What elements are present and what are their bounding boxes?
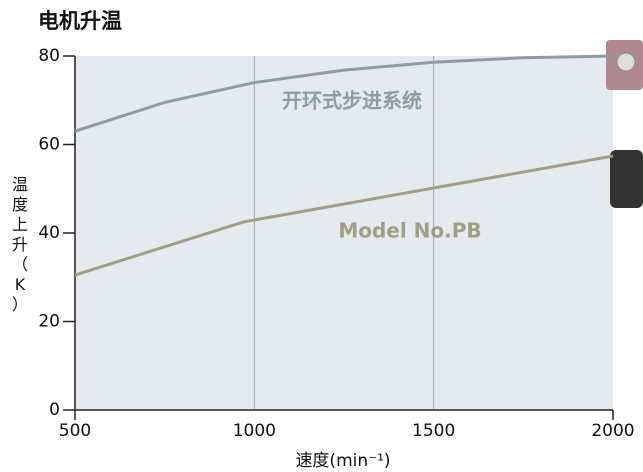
motor-images <box>606 40 643 208</box>
y-axis-label-char: 温 <box>12 175 28 194</box>
x-tick-label: 2000 <box>591 421 634 441</box>
x-tick-label: 1000 <box>233 421 276 441</box>
y-axis-label-char: 上 <box>12 215 28 234</box>
y-axis-label: 温度上升（ K） <box>12 175 28 314</box>
y-tick-label: 20 <box>38 312 60 332</box>
x-axis-label: 速度(min⁻¹) <box>295 451 390 471</box>
y-axis-label-char: （ <box>12 255 28 274</box>
series-label: 开环式步进系统 <box>282 89 422 113</box>
y-axis-label-char: ） <box>12 295 28 314</box>
plot-area <box>75 56 613 410</box>
series-label: Model No.PB <box>338 219 481 243</box>
y-tick-label: 60 <box>38 135 60 155</box>
y-tick-label: 0 <box>49 400 60 420</box>
y-axis-label-char: K <box>15 275 26 294</box>
motor-image <box>610 150 643 208</box>
y-tick-label: 40 <box>38 223 60 243</box>
chart-title: 电机升温 <box>38 9 122 33</box>
series-line <box>74 54 614 133</box>
x-tick-label: 500 <box>59 421 91 441</box>
series-line <box>74 154 614 277</box>
y-tick-label: 80 <box>38 46 60 66</box>
x-tick-label: 1500 <box>412 421 455 441</box>
motor-shaft <box>616 52 636 72</box>
y-axis-label-char: 升 <box>12 235 28 254</box>
y-axis-label-char: 度 <box>12 195 28 214</box>
